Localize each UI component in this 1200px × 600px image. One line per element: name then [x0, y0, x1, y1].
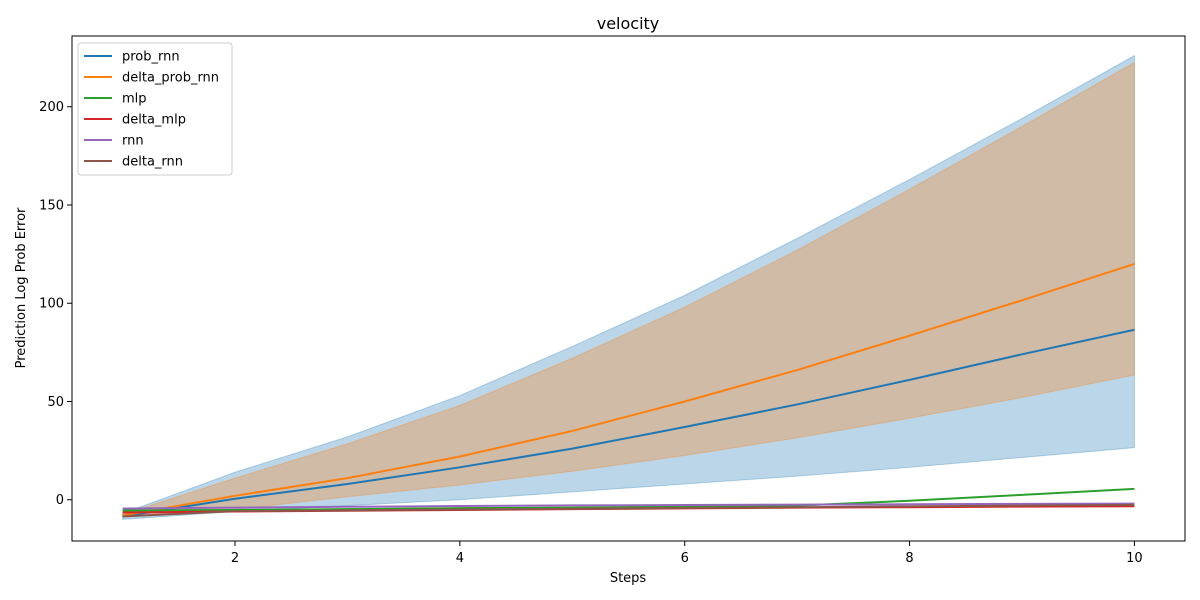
line-rnn [122, 502, 1135, 510]
y-tick-label: 100 [39, 297, 64, 312]
x-axis-title: Steps [610, 571, 647, 586]
line-delta_rnn [122, 503, 1135, 518]
line-delta_prob_rnn [122, 262, 1135, 517]
legend-label-mlp: mlp [122, 92, 147, 107]
y-tick-label: 150 [39, 198, 64, 213]
legend-label-prob_rnn: prob_rnn [122, 50, 180, 65]
line-prob_rnn [122, 328, 1135, 518]
x-tick-label: 10 [1126, 551, 1143, 566]
legend-label-delta_prob_rnn: delta_prob_rnn [122, 71, 219, 86]
x-axis: 2 4 6 8 10 [231, 541, 1143, 566]
x-tick-label: 8 [905, 551, 913, 566]
confidence-bands [122, 54, 1135, 520]
legend-box [77, 42, 233, 176]
y-tick-label: 0 [56, 493, 64, 508]
line-mlp [122, 487, 1135, 512]
legend-label-delta_rnn: delta_rnn [122, 155, 183, 170]
plot-frame [71, 35, 1186, 542]
band-delta_prob_rnn [122, 61, 1135, 517]
y-axis-title: Prediction Log Prob Error [14, 207, 29, 368]
x-tick-label: 2 [231, 551, 239, 566]
x-tick-label: 6 [681, 551, 689, 566]
legend-label-delta_mlp: delta_mlp [122, 113, 186, 128]
y-tick-label: 50 [47, 395, 64, 410]
chart-title: velocity [597, 14, 660, 33]
series-lines [122, 262, 1135, 518]
y-axis: 0 50 100 150 200 [39, 100, 72, 508]
band-prob_rnn [122, 54, 1135, 520]
x-tick-label: 4 [456, 551, 464, 566]
legend-label-rnn: rnn [122, 134, 144, 149]
y-tick-label: 200 [39, 100, 64, 115]
